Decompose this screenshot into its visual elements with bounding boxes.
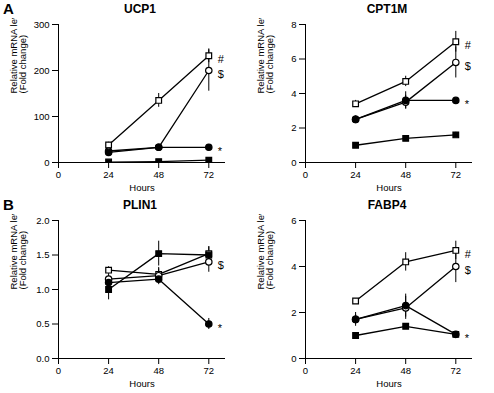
svg-text:6: 6 <box>291 53 296 64</box>
svg-text:#: # <box>218 53 225 65</box>
svg-text:$: $ <box>465 60 471 72</box>
svg-text:24: 24 <box>350 169 361 180</box>
svg-text:2: 2 <box>291 307 296 318</box>
svg-text:6: 6 <box>291 215 296 226</box>
svg-text:Hours: Hours <box>376 182 402 193</box>
svg-text:24: 24 <box>350 365 361 376</box>
svg-text:72: 72 <box>451 365 462 376</box>
svg-text:72: 72 <box>204 169 215 180</box>
html-text:A: A <box>3 0 14 17</box>
svg-text:Hours: Hours <box>129 378 155 389</box>
svg-text:1.5: 1.5 <box>36 249 49 260</box>
svg-text:$: $ <box>218 259 224 271</box>
svg-text:Relative mRNA level(Fold chang: Relative mRNA level(Fold change) <box>255 214 276 290</box>
svg-text:0: 0 <box>56 169 61 180</box>
svg-text:300: 300 <box>34 19 50 30</box>
svg-text:Relative mRNA level(Fold chang: Relative mRNA level(Fold change) <box>8 214 29 290</box>
svg-text:0: 0 <box>291 353 296 364</box>
svg-text:48: 48 <box>153 365 164 376</box>
svg-text:*: * <box>465 332 470 344</box>
html-text:FABP4: FABP4 <box>367 198 407 212</box>
svg-text:0.5: 0.5 <box>36 318 49 329</box>
svg-text:Relative mRNA level(Fold chang: Relative mRNA level(Fold change) <box>255 18 276 94</box>
svg-text:48: 48 <box>153 169 164 180</box>
svg-text:*: * <box>465 98 470 110</box>
svg-text:Relative mRNA level(Fold chang: Relative mRNA level(Fold change) <box>8 18 29 94</box>
svg-text:#: # <box>465 248 472 260</box>
svg-text:48: 48 <box>400 365 411 376</box>
svg-text:200: 200 <box>34 65 50 76</box>
svg-text:$: $ <box>218 68 224 80</box>
svg-text:2.0: 2.0 <box>36 215 49 226</box>
svg-text:0: 0 <box>303 365 308 376</box>
svg-text:0: 0 <box>44 157 49 168</box>
svg-text:0: 0 <box>303 169 308 180</box>
svg-text:4: 4 <box>291 88 296 99</box>
svg-text:0: 0 <box>291 157 296 168</box>
svg-text:1.0: 1.0 <box>36 284 49 295</box>
svg-text:2: 2 <box>291 122 296 133</box>
svg-text:72: 72 <box>204 365 215 376</box>
svg-text:48: 48 <box>400 169 411 180</box>
html-text:B: B <box>3 196 14 213</box>
svg-text:8: 8 <box>291 19 296 30</box>
svg-text:$: $ <box>465 264 471 276</box>
svg-text:24: 24 <box>103 365 114 376</box>
svg-text:Hours: Hours <box>129 182 155 193</box>
svg-text:100: 100 <box>34 111 50 122</box>
svg-text:0: 0 <box>56 365 61 376</box>
svg-text:*: * <box>218 145 223 157</box>
svg-text:24: 24 <box>103 169 114 180</box>
svg-text:72: 72 <box>451 169 462 180</box>
html-text:PLIN1: PLIN1 <box>123 198 157 212</box>
html-text:CPT1M: CPT1M <box>366 2 408 16</box>
html-text:UCP1: UCP1 <box>124 2 156 16</box>
svg-text:0.0: 0.0 <box>36 353 49 364</box>
svg-text:Hours: Hours <box>376 378 402 389</box>
svg-text:4: 4 <box>291 261 296 272</box>
svg-text:#: # <box>465 39 472 51</box>
svg-text:*: * <box>218 322 223 334</box>
